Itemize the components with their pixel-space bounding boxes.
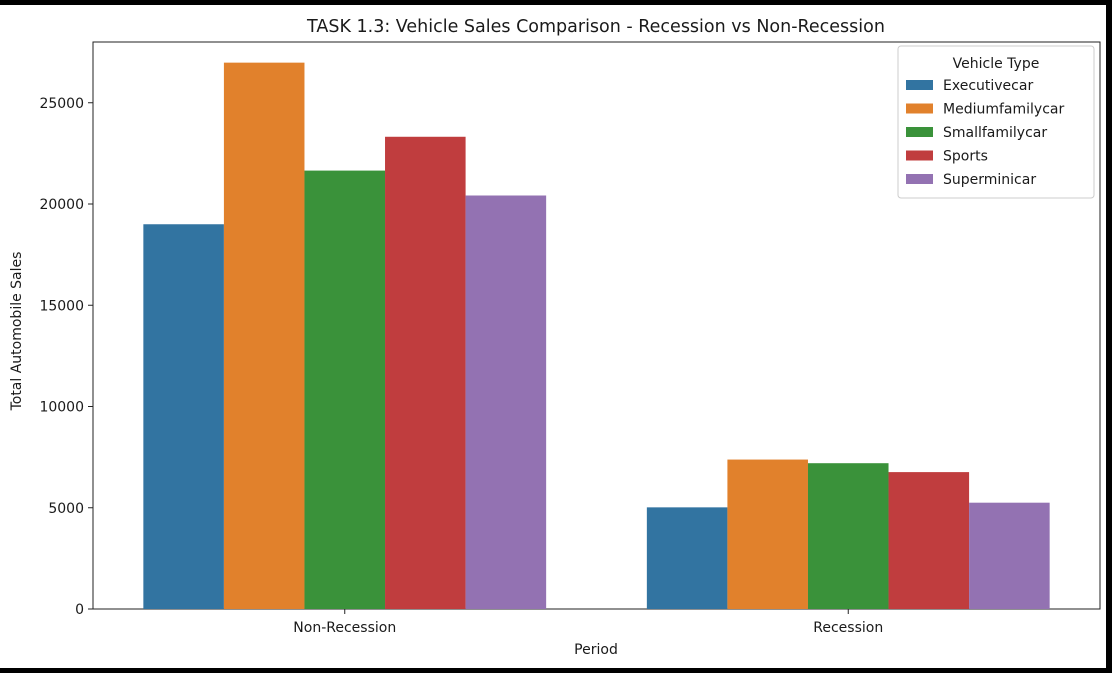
legend-label-mediumfamilycar: Mediumfamilycar [943,102,1064,118]
legend-label-smallfamilycar: Smallfamilycar [943,125,1047,141]
y-axis: 0 5000 10000 15000 20000 25000 [39,96,93,618]
y-tick-label: 20000 [39,197,84,213]
bar-mediumfamilycar-non-recession [223,62,305,609]
legend-label-sports: Sports [943,149,988,165]
y-tick-label: 10000 [39,400,84,416]
bar-executivecar-non-recession [143,224,224,609]
y-axis-label: Total Automobile Sales [9,252,25,412]
plot-area [92,41,1101,610]
bar-sports-recession [888,472,970,609]
x-tick-label: Recession [813,620,883,636]
legend-entries: Executivecar Mediumfamilycar Smallfamilyca… [906,78,1064,188]
bar-chart: TASK 1.3: Vehicle Sales Comparison - Rec… [9,17,1101,658]
bar-smallfamilycar-non-recession [304,170,386,609]
y-tick-label: 15000 [39,298,84,314]
legend: Vehicle Type Executivecar Mediumfamilycar… [897,45,1095,199]
bar-executivecar-recession [646,507,728,609]
legend-swatch-superminicar [906,174,933,184]
chart-title: TASK 1.3: Vehicle Sales Comparison - Rec… [306,17,885,37]
bar-superminicar-non-recession [465,195,547,609]
x-axis: Non-Recession Recession [293,609,883,636]
plot-frame [92,41,1101,610]
y-tick-label: 5000 [48,501,84,517]
legend-title: Vehicle Type [953,56,1040,72]
legend-box [897,45,1095,199]
legend-label-superminicar: Superminicar [943,172,1036,188]
bar-smallfamilycar-recession [807,463,889,609]
legend-swatch-smallfamilycar [906,127,933,137]
bars [143,62,1050,609]
legend-swatch-executivecar [906,80,933,90]
legend-swatch-mediumfamilycar [906,103,933,114]
x-tick-label: Non-Recession [293,620,396,636]
figure: TASK 1.3: Vehicle Sales Comparison - Rec… [0,5,1106,668]
legend-swatch-sports [906,150,933,161]
y-tick-label: 25000 [39,96,84,112]
bar-mediumfamilycar-recession [727,459,808,609]
bar-superminicar-recession [969,502,1050,609]
x-axis-label: Period [574,642,618,658]
bar-sports-non-recession [385,136,466,609]
legend-label-executivecar: Executivecar [943,78,1033,94]
y-tick-label: 0 [75,602,84,618]
